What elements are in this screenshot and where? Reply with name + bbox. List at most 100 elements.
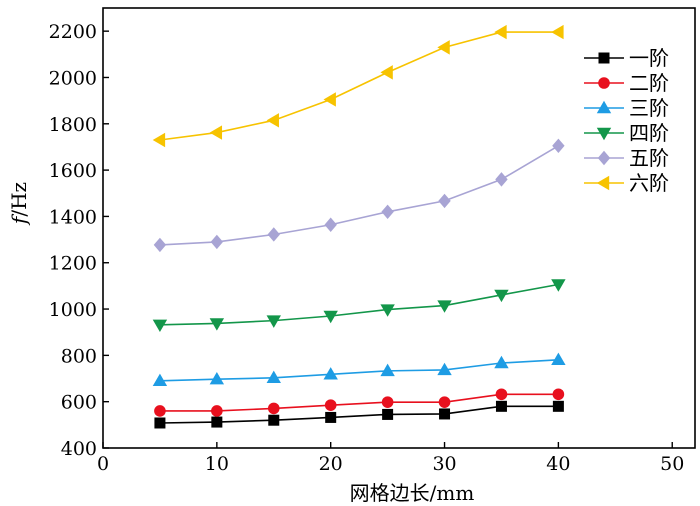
data-point <box>268 414 280 426</box>
data-point <box>438 193 451 209</box>
legend-item: 六阶 <box>584 171 669 195</box>
data-point <box>152 373 168 387</box>
data-point <box>211 416 223 428</box>
legend-item: 二阶 <box>584 71 669 95</box>
legend-item: 一阶 <box>584 46 669 70</box>
series-2 <box>154 388 565 417</box>
data-point <box>494 355 509 369</box>
data-point <box>267 227 280 242</box>
legend-label: 四阶 <box>629 121 669 145</box>
data-point <box>154 405 166 417</box>
series-4 <box>152 279 566 332</box>
data-point <box>552 400 564 412</box>
series-5 <box>153 138 565 253</box>
legend-label: 二阶 <box>629 71 669 95</box>
series-1 <box>154 400 564 429</box>
y-tick-label: 2000 <box>49 67 97 89</box>
y-tick-label: 1600 <box>49 160 97 182</box>
data-point <box>324 217 337 232</box>
data-point <box>552 388 565 401</box>
data-point <box>209 125 223 140</box>
x-tick-label: 20 <box>319 453 343 475</box>
data-point <box>324 399 337 411</box>
x-tick-label: 40 <box>546 453 570 475</box>
data-point <box>380 304 395 317</box>
data-point <box>152 132 166 148</box>
series-6 <box>152 24 564 148</box>
data-point <box>323 367 338 380</box>
legend-marker <box>597 150 611 166</box>
y-tick-label: 2200 <box>49 21 97 43</box>
data-point <box>551 279 566 292</box>
data-point <box>380 65 393 80</box>
data-point <box>381 204 394 219</box>
data-point <box>381 396 394 408</box>
legend-item: 四阶 <box>584 121 669 145</box>
series-line <box>159 283 559 326</box>
data-point <box>494 24 507 40</box>
series-line <box>159 405 559 424</box>
legend-item: 三阶 <box>584 96 669 120</box>
data-point <box>266 315 281 328</box>
data-point <box>209 318 225 331</box>
y-axis-title-unit: /Hz <box>7 182 31 217</box>
legend-label: 六阶 <box>629 171 669 195</box>
data-point <box>495 388 508 401</box>
x-axis-title: 网格边长/mm <box>350 481 475 505</box>
data-point <box>266 370 281 384</box>
y-tick-label: 600 <box>61 392 97 414</box>
data-point <box>495 172 508 187</box>
data-point <box>437 362 452 376</box>
data-point <box>494 289 509 303</box>
data-point <box>267 402 280 415</box>
legend-marker <box>596 175 610 191</box>
data-point <box>152 319 168 332</box>
data-point <box>209 372 225 385</box>
data-point <box>437 40 450 55</box>
data-point <box>439 408 451 420</box>
data-point <box>552 138 565 153</box>
data-point <box>438 396 451 408</box>
data-point <box>551 352 566 365</box>
x-tick-label: 30 <box>432 453 456 475</box>
series-line <box>159 145 559 246</box>
legend-marker <box>598 77 610 89</box>
x-tick-label: 10 <box>205 453 229 475</box>
data-point <box>325 411 337 423</box>
legend-marker <box>598 52 610 64</box>
legend-item: 五阶 <box>584 146 669 170</box>
legend-label: 一阶 <box>629 46 669 70</box>
legend-label: 三阶 <box>629 96 669 120</box>
data-point <box>266 113 279 128</box>
data-point <box>323 310 338 324</box>
series-line <box>159 393 559 412</box>
y-tick-label: 1000 <box>49 299 97 321</box>
data-point <box>437 300 452 313</box>
y-tick-label: 800 <box>61 345 97 367</box>
y-tick-label: 1800 <box>49 114 97 136</box>
data-point <box>153 237 167 253</box>
y-axis-title: f/Hz <box>7 182 31 226</box>
data-point <box>211 405 223 417</box>
y-tick-label: 400 <box>61 438 97 460</box>
legend-marker <box>596 127 612 141</box>
data-point <box>323 92 336 107</box>
y-tick-label: 1200 <box>49 253 97 275</box>
data-point <box>380 363 395 377</box>
data-point <box>551 24 564 40</box>
x-tick-label: 50 <box>660 453 684 475</box>
legend-label: 五阶 <box>629 146 669 170</box>
plot-frame <box>102 7 696 449</box>
y-tick-label: 1400 <box>49 206 97 228</box>
data-point <box>495 400 507 412</box>
series-line <box>159 358 559 382</box>
legend-marker <box>596 100 612 114</box>
x-tick-label: 0 <box>97 453 109 475</box>
data-point <box>154 417 166 429</box>
series-3 <box>152 352 566 387</box>
series-line <box>159 31 559 141</box>
data-point <box>382 408 394 420</box>
data-point <box>210 234 224 250</box>
